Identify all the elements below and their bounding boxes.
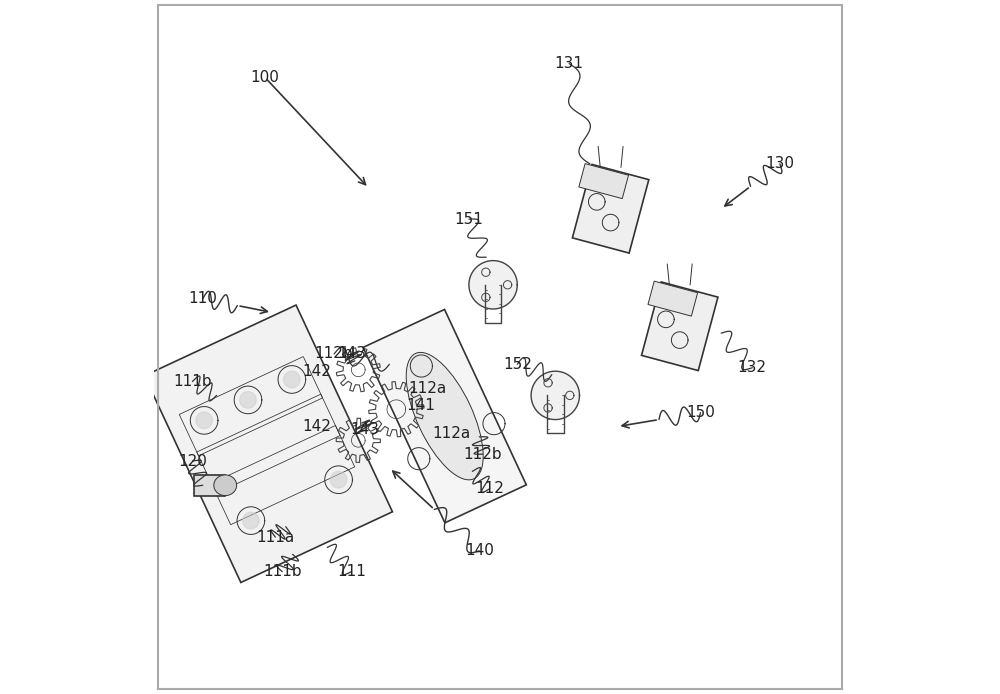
- Text: 142: 142: [302, 364, 331, 379]
- Polygon shape: [642, 282, 718, 371]
- Text: 131: 131: [555, 56, 584, 71]
- Text: 130: 130: [765, 156, 794, 171]
- Text: 110: 110: [188, 291, 217, 306]
- Polygon shape: [531, 371, 579, 420]
- Polygon shape: [284, 371, 300, 388]
- Polygon shape: [363, 310, 526, 523]
- Text: 141: 141: [406, 398, 435, 413]
- Text: 111: 111: [337, 564, 366, 579]
- Text: 151: 151: [454, 212, 483, 227]
- Ellipse shape: [214, 475, 237, 496]
- Text: 152: 152: [503, 357, 532, 372]
- Polygon shape: [330, 471, 347, 488]
- Text: 132: 132: [738, 360, 767, 375]
- Text: 112a: 112a: [432, 426, 471, 441]
- Polygon shape: [469, 261, 517, 309]
- Polygon shape: [196, 412, 212, 429]
- Polygon shape: [243, 512, 259, 529]
- Text: 112a: 112a: [408, 381, 447, 396]
- Polygon shape: [144, 305, 392, 582]
- Text: 142: 142: [302, 419, 331, 434]
- Polygon shape: [579, 164, 629, 198]
- Text: 140: 140: [465, 543, 494, 559]
- Text: 150: 150: [686, 405, 715, 420]
- Text: 143: 143: [337, 346, 366, 362]
- Text: 143: 143: [351, 423, 380, 437]
- Polygon shape: [572, 164, 649, 253]
- Text: 120: 120: [178, 454, 207, 468]
- Text: 111b: 111b: [263, 564, 302, 579]
- Polygon shape: [648, 281, 698, 316]
- Polygon shape: [240, 391, 256, 408]
- Ellipse shape: [406, 353, 483, 480]
- Text: 111b: 111b: [173, 374, 212, 389]
- Text: 112: 112: [475, 481, 504, 496]
- Polygon shape: [194, 475, 225, 496]
- Text: 100: 100: [251, 70, 279, 85]
- Text: 111a: 111a: [256, 530, 294, 545]
- Text: 112b: 112b: [315, 346, 353, 362]
- Text: 112b: 112b: [463, 447, 502, 462]
